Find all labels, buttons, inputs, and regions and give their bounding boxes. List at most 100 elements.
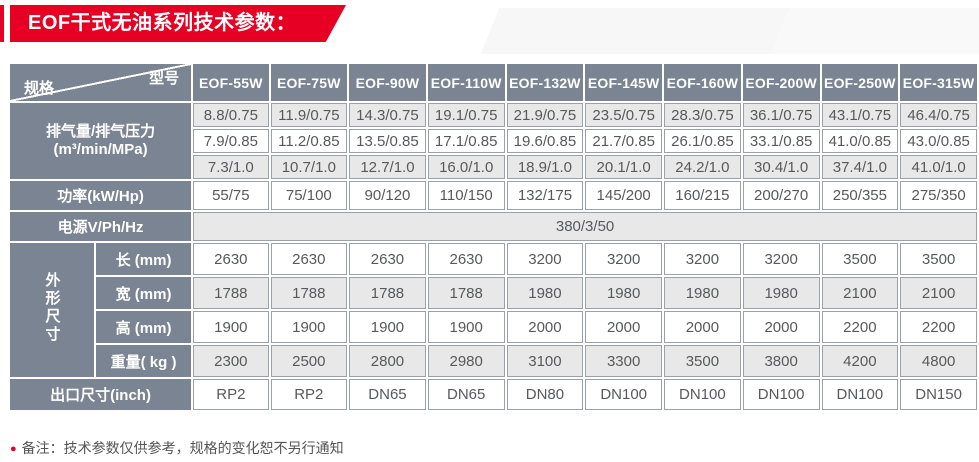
dimensions-label: 外形尺寸 [43,272,61,344]
table-row-length: 外形尺寸 长 (mm) 2630 2630 2630 2630 3200 3200 3200… [10,243,977,377]
table-cell: 1900 [193,311,269,343]
table-cell: 2000 [506,311,584,343]
model-column-header: EOF-250W [821,64,899,101]
table-cell: 23.5/0.75 [585,103,663,127]
model-column-header: EOF-160W [664,64,741,101]
table-cell: RP2 [193,379,269,410]
table-cell: RP2 [270,379,348,410]
table-cell: 1788 [349,277,426,309]
model-column-header: EOF-145W [585,64,663,101]
table-cell: 1900 [349,311,426,343]
table-cell: 1900 [427,311,505,343]
table-cell: 2980 [427,345,505,377]
table-cell: 3200 [664,243,741,275]
table-cell: 132/175 [506,181,584,210]
table-cell: DN100 [664,379,741,410]
table-cell: 90/120 [349,181,426,210]
table-cell: 55/75 [193,181,269,210]
table-cell: DN100 [585,379,663,410]
left-red-accent-bar [0,5,4,42]
table-cell: 20.1/1.0 [585,155,663,179]
table-cell: 200/270 [742,181,820,210]
table-cell: 1788 [427,277,505,309]
table-cell: 16.0/1.0 [427,155,505,179]
table-row-width: 宽 (mm) 1788 1788 1788 1788 1980 1980 1980 1980 2… [10,277,977,309]
corner-cell: 型号 规格 [10,64,192,101]
table-cell: 1788 [193,277,269,309]
table-cell: 110/150 [427,181,505,210]
table-cell: 2100 [821,277,899,309]
row-label-width: 宽 (mm) [96,277,192,309]
row-label-length: 长 (mm) [96,243,192,275]
row-label-supply: 电源V/Ph/Hz [10,212,192,241]
table-cell: 36.1/0.75 [742,103,820,127]
table-cell: DN65 [427,379,505,410]
table-cell: 4800 [900,345,977,377]
table-cell: 18.9/1.0 [506,155,584,179]
table-cell: 7.9/0.85 [193,129,269,153]
table-cell: 2800 [349,345,426,377]
table-cell: 2000 [742,311,820,343]
model-column-header: EOF-315W [900,64,977,101]
table-cell: DN65 [349,379,426,410]
table-cell: 17.1/0.85 [427,129,505,153]
row-group-label-dimensions: 外形尺寸 [10,243,94,377]
table-row-height: 高 (mm) 1900 1900 1900 1900 2000 2000 2000 2000 2… [10,311,977,343]
supply-merged-cell: 380/3/50 [193,212,977,241]
table-cell: 3200 [585,243,663,275]
table-cell: 3200 [506,243,584,275]
table-cell: 2000 [585,311,663,343]
table-cell: 2630 [349,243,426,275]
footnote: ● 备注：技术参数仅供参考，规格的变化恕不另行通知 [10,440,344,457]
discharge-label: 排气量/排气压力 [45,123,156,140]
table-cell: 10.7/1.0 [270,155,348,179]
row-label-weight: 重量( kg ) [96,345,192,377]
table-cell: 11.2/0.85 [270,129,348,153]
table-cell: 75/100 [270,181,348,210]
table-cell: 1900 [270,311,348,343]
table-row-discharge-10: 7.3/1.0 10.7/1.0 12.7/1.0 16.0/1.0 18.9/1.0 2… [10,155,977,179]
table-cell: 160/215 [664,181,741,210]
model-column-header: EOF-200W [742,64,820,101]
table-cell: 41.0/0.85 [821,129,899,153]
background-parallelogram-decoration [480,8,800,54]
table-cell: 8.8/0.75 [193,103,269,127]
table-cell: 1980 [742,277,820,309]
table-cell: 1980 [506,277,584,309]
table-cell: 2200 [900,311,977,343]
bullet-icon: ● [10,443,17,455]
table-cell: 14.3/0.75 [349,103,426,127]
table-cell: 19.6/0.85 [506,129,584,153]
table-row-supply: 电源V/Ph/Hz 380/3/50 [10,212,977,241]
table-row-weight: 重量( kg ) 2300 2500 2800 2980 3100 3300 3500 380… [10,345,977,377]
table-cell: 24.2/1.0 [664,155,741,179]
model-column-header: EOF-75W [270,64,348,101]
table-cell: 3200 [742,243,820,275]
table-cell: 11.9/0.75 [270,103,348,127]
table-cell: 26.1/0.85 [664,129,741,153]
page-title-banner: EOF干式无油系列技术参数： [10,5,346,42]
table-cell: 37.4/1.0 [821,155,899,179]
table-cell: 19.1/0.75 [427,103,505,127]
table-cell: 1980 [585,277,663,309]
model-column-header: EOF-90W [349,64,426,101]
table-cell: DN100 [821,379,899,410]
table-cell: 2200 [821,311,899,343]
table-cell: 7.3/1.0 [193,155,269,179]
table-header-row: 型号 规格 EOF-55W EOF-75W EOF-90W EOF-110W EOF-1… [10,64,977,101]
table-cell: 275/350 [900,181,977,210]
table-cell: 21.9/0.75 [506,103,584,127]
table-cell: 21.7/0.85 [585,129,663,153]
footnote-text: 备注：技术参数仅供参考，规格的变化恕不另行通知 [21,440,344,456]
table-cell: 3800 [742,345,820,377]
corner-label-model: 型号 [149,70,180,87]
background-parallelogram-decoration [770,8,979,54]
spec-table: 型号 规格 EOF-55W EOF-75W EOF-90W EOF-110W EOF-1… [8,62,979,412]
table-row-discharge-085: 7.9/0.85 11.2/0.85 13.5/0.85 17.1/0.85 19.6/… [10,129,977,153]
table-cell: 3300 [585,345,663,377]
row-label-height: 高 (mm) [96,311,192,343]
corner-label-spec: 规格 [24,80,55,97]
table-cell: 12.7/1.0 [349,155,426,179]
table-cell: 2100 [900,277,977,309]
model-column-header: EOF-110W [427,64,505,101]
